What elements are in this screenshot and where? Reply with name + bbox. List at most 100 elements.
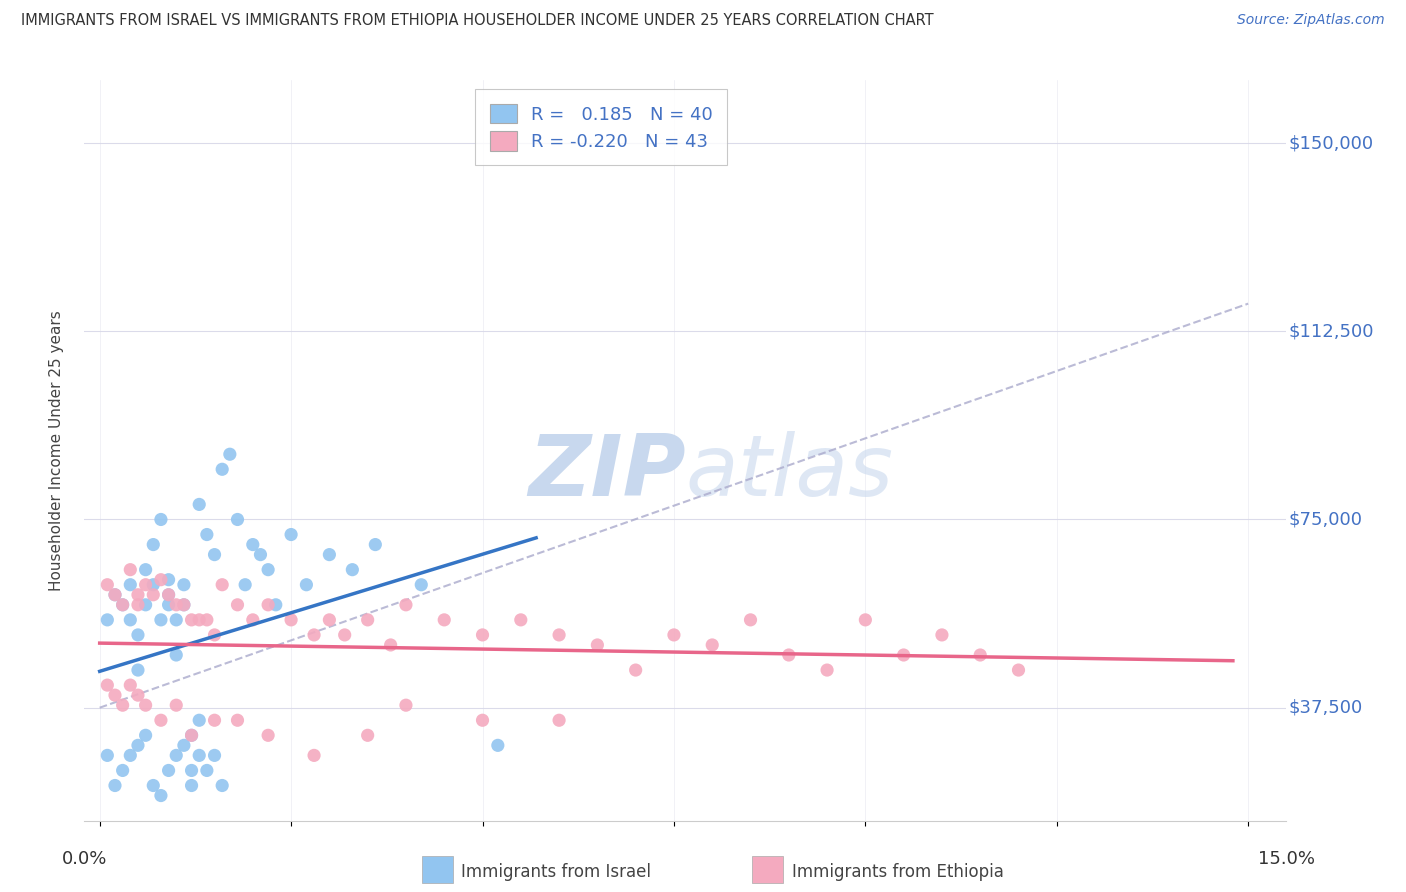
Point <box>195 613 218 627</box>
Point <box>96 748 118 763</box>
Point <box>1007 663 1029 677</box>
Text: $112,500: $112,500 <box>1289 322 1375 340</box>
Point <box>364 538 387 552</box>
Legend: R =   0.185   N = 40, R = -0.220   N = 43: R = 0.185 N = 40, R = -0.220 N = 43 <box>475 89 727 165</box>
Point <box>356 613 378 627</box>
Point <box>120 563 142 577</box>
Point <box>135 578 157 592</box>
Point <box>142 538 165 552</box>
Point <box>195 527 218 541</box>
Point <box>120 578 142 592</box>
Point <box>149 573 172 587</box>
Point <box>173 739 195 753</box>
Point <box>127 588 149 602</box>
Point <box>226 598 249 612</box>
Point <box>180 764 202 778</box>
Y-axis label: Householder Income Under 25 years: Householder Income Under 25 years <box>49 310 63 591</box>
Point <box>157 573 180 587</box>
Point <box>931 628 953 642</box>
Point <box>180 728 202 742</box>
Text: 0.0%: 0.0% <box>62 850 107 868</box>
Point <box>302 748 325 763</box>
Point <box>226 512 249 526</box>
Point <box>165 698 187 713</box>
Point <box>111 698 134 713</box>
Point <box>356 728 378 742</box>
Point <box>127 688 149 702</box>
Point <box>257 563 280 577</box>
Point <box>471 713 494 727</box>
Point <box>264 598 287 612</box>
Point <box>662 628 685 642</box>
Point <box>242 613 264 627</box>
Point <box>969 648 991 662</box>
Point <box>149 789 172 803</box>
Point <box>96 578 118 592</box>
Point <box>104 588 127 602</box>
Point <box>233 578 256 592</box>
Point <box>165 598 187 612</box>
Point <box>471 628 494 642</box>
Point <box>188 713 211 727</box>
Point <box>104 588 127 602</box>
Point <box>778 648 800 662</box>
Point <box>342 563 364 577</box>
Point <box>142 588 165 602</box>
Point <box>586 638 609 652</box>
Point <box>157 764 180 778</box>
Point <box>120 748 142 763</box>
Point <box>257 728 280 742</box>
Point <box>135 728 157 742</box>
Point <box>180 728 202 742</box>
Point <box>702 638 724 652</box>
Point <box>740 613 762 627</box>
Point <box>548 628 571 642</box>
Point <box>135 698 157 713</box>
Point <box>211 578 233 592</box>
Point <box>120 678 142 692</box>
Point <box>204 713 226 727</box>
Point <box>96 678 118 692</box>
Text: $37,500: $37,500 <box>1289 698 1364 716</box>
Point <box>195 764 218 778</box>
Point <box>211 779 233 793</box>
Point <box>226 713 249 727</box>
Point <box>104 779 127 793</box>
Point <box>257 598 280 612</box>
Point <box>815 663 838 677</box>
Text: IMMIGRANTS FROM ISRAEL VS IMMIGRANTS FROM ETHIOPIA HOUSEHOLDER INCOME UNDER 25 Y: IMMIGRANTS FROM ISRAEL VS IMMIGRANTS FRO… <box>21 13 934 29</box>
Text: atlas: atlas <box>686 431 893 514</box>
Point <box>165 748 187 763</box>
Point <box>157 598 180 612</box>
Point <box>157 588 180 602</box>
Point <box>893 648 915 662</box>
Point <box>149 713 172 727</box>
Point <box>242 538 264 552</box>
Point <box>211 462 233 476</box>
Point <box>111 598 134 612</box>
Text: $150,000: $150,000 <box>1289 134 1374 152</box>
Point <box>135 598 157 612</box>
Point <box>142 779 165 793</box>
Text: $75,000: $75,000 <box>1289 510 1362 528</box>
Point <box>180 779 202 793</box>
Point <box>111 764 134 778</box>
Point <box>411 578 433 592</box>
Point <box>204 748 226 763</box>
Point <box>111 598 134 612</box>
Point <box>318 613 340 627</box>
Text: 15.0%: 15.0% <box>1258 850 1315 868</box>
Point <box>333 628 356 642</box>
Point <box>104 688 127 702</box>
Point <box>120 613 142 627</box>
Point <box>395 598 418 612</box>
Point <box>548 713 571 727</box>
Point <box>509 613 531 627</box>
Point <box>853 613 876 627</box>
Point <box>624 663 647 677</box>
Text: Immigrants from Israel: Immigrants from Israel <box>461 863 651 881</box>
Point <box>127 598 149 612</box>
Point <box>218 447 240 461</box>
Point <box>380 638 402 652</box>
Text: ZIP: ZIP <box>527 431 686 514</box>
